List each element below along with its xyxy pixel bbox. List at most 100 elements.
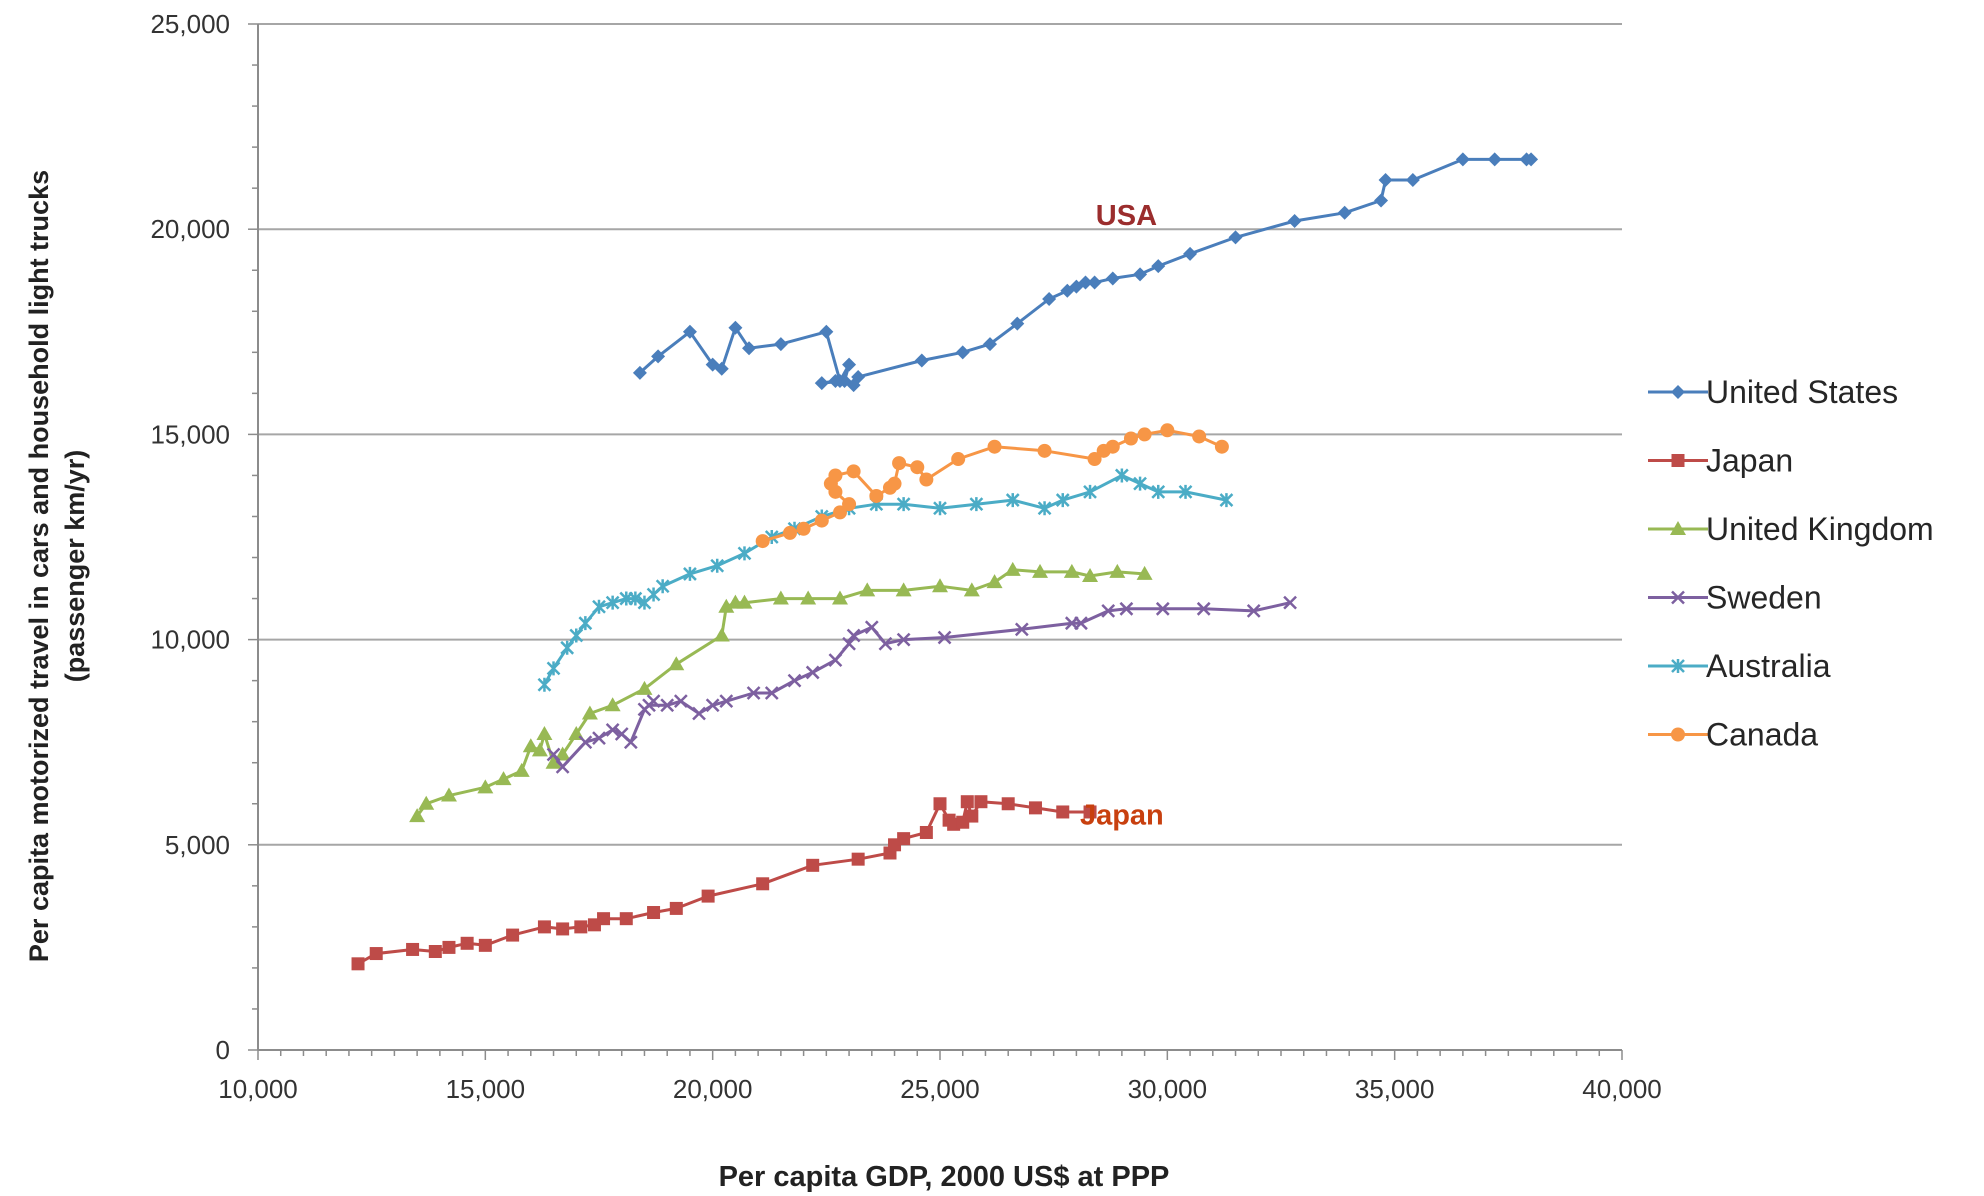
data-point-sweden: [846, 628, 861, 643]
data-point-australia: [710, 558, 725, 573]
data-point-japan: [897, 832, 911, 846]
data-point-australia: [737, 546, 752, 561]
data-point-australia: [560, 640, 575, 655]
data-point-canada: [832, 505, 847, 520]
data-point-united-kingdom: [1109, 563, 1126, 578]
data-point-sweden: [746, 686, 761, 700]
data-point-united-kingdom: [718, 598, 735, 613]
data-point-japan: [369, 947, 383, 961]
data-point-canada: [1087, 452, 1102, 467]
data-point-united-states: [1455, 152, 1470, 167]
data-point-united-kingdom: [963, 582, 980, 597]
annotations: USA Japan: [1080, 200, 1164, 831]
data-point-australia: [1219, 493, 1234, 508]
data-point-canada: [910, 460, 925, 475]
data-point-united-kingdom: [1004, 561, 1021, 576]
data-point-united-kingdom: [1032, 563, 1049, 578]
legend-label: United Kingdom: [1706, 511, 1934, 547]
legend-item-canada: Canada: [1648, 717, 1818, 753]
data-point-canada: [1137, 427, 1152, 442]
data-point-united-states: [1405, 172, 1420, 187]
data-point-canada: [887, 476, 902, 491]
data-point-japan: [556, 922, 570, 936]
legend-label: Canada: [1706, 717, 1818, 753]
data-point-canada: [1192, 429, 1207, 444]
x-tick-label: 40,000: [1582, 1074, 1662, 1104]
data-point-united-states: [651, 349, 666, 364]
data-point-united-states: [1287, 213, 1302, 228]
x-axis-title: Per capita GDP, 2000 US$ at PPP: [719, 1161, 1170, 1193]
data-point-australia: [578, 616, 593, 631]
data-point-united-kingdom: [1082, 567, 1099, 582]
data-point-japan: [1028, 801, 1042, 815]
data-point-united-kingdom: [418, 795, 435, 810]
data-point-japan: [460, 936, 474, 950]
legend-marker: [1671, 727, 1685, 742]
data-point-japan: [851, 852, 865, 866]
y-tick-label: 20,000: [150, 214, 230, 244]
data-point-japan: [960, 795, 974, 809]
data-point-australia: [1005, 493, 1020, 508]
data-point-japan: [974, 795, 988, 809]
data-point-australia: [683, 566, 697, 581]
y-tick-label: 0: [216, 1035, 230, 1065]
legend-marker: [1671, 590, 1685, 605]
legend-item-united-states: United States: [1648, 374, 1898, 410]
data-point-united-kingdom: [800, 590, 817, 605]
data-point-sweden: [878, 636, 893, 651]
data-point-united-states: [842, 357, 857, 372]
data-point-japan: [537, 920, 551, 934]
data-point-sweden: [623, 735, 638, 750]
data-point-japan: [669, 901, 683, 915]
data-point-canada: [842, 497, 857, 512]
data-point-canada: [814, 513, 829, 528]
data-point-united-kingdom: [859, 582, 876, 597]
y-tick-label: 25,000: [150, 9, 230, 39]
data-point-united-states: [1337, 205, 1352, 220]
legend: United States Japan United Kingdom Sweden Au…: [1648, 374, 1934, 753]
data-point-canada: [1105, 439, 1120, 454]
data-point-australia: [1055, 493, 1070, 508]
data-point-sweden: [1101, 603, 1116, 618]
data-point-japan: [478, 938, 492, 952]
data-point-united-kingdom: [477, 779, 494, 794]
legend-item-australia: Australia: [1648, 648, 1831, 684]
data-point-united-states: [728, 320, 743, 335]
data-point-australia: [969, 497, 984, 512]
legend-marker: [1671, 659, 1685, 673]
data-point-united-states: [1374, 193, 1389, 208]
data-point-united-kingdom: [554, 746, 571, 761]
data-point-united-kingdom: [581, 705, 598, 720]
gridlines: [258, 23, 1622, 846]
data-point-sweden: [705, 698, 720, 713]
data-point-canada: [1214, 439, 1229, 454]
data-point-canada: [869, 488, 884, 503]
y-axis-title-line-2: (passenger km/yr): [60, 450, 90, 683]
data-point-united-states: [1042, 291, 1057, 306]
data-point-united-states: [983, 337, 998, 352]
data-point-united-kingdom: [531, 742, 548, 757]
data-point-sweden: [1074, 616, 1088, 631]
series-australia: [537, 468, 1234, 692]
data-point-japan: [701, 889, 715, 903]
data-point-canada: [846, 464, 861, 479]
series-line-united-states: [638, 157, 1532, 387]
data-point-united-states: [773, 337, 788, 352]
data-point-sweden: [546, 747, 561, 762]
data-point-united-kingdom: [831, 590, 848, 605]
data-point-sweden: [673, 694, 688, 709]
data-point-united-states: [1010, 316, 1025, 331]
data-point-japan: [647, 906, 661, 920]
data-point-canada: [782, 525, 797, 540]
data-point-sweden: [1283, 595, 1297, 610]
legend-marker: [1670, 521, 1686, 535]
data-point-australia: [1178, 484, 1193, 499]
data-point-united-states: [955, 345, 970, 360]
data-point-japan: [351, 957, 365, 971]
x-tick-label: 20,000: [673, 1074, 753, 1104]
data-point-united-states: [819, 324, 834, 339]
data-point-japan: [506, 928, 520, 942]
data-point-japan: [574, 920, 588, 934]
data-point-united-kingdom: [636, 680, 653, 695]
